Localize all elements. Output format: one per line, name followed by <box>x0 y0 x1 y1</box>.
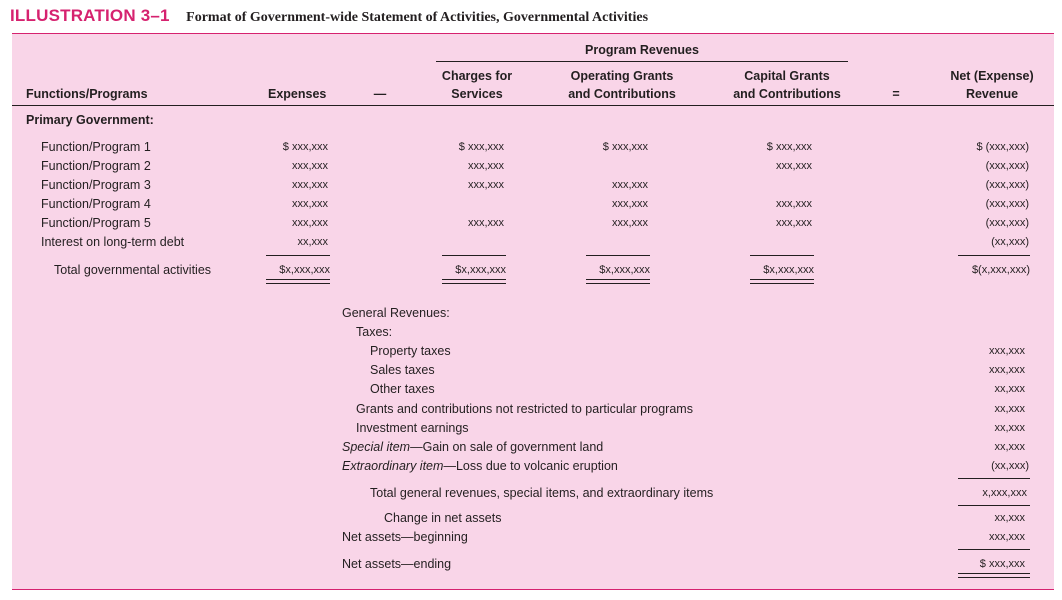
operating-cell: xxx,xxx <box>611 217 648 229</box>
net-assets-beginning-value: xxx,xxx <box>988 531 1025 543</box>
extraordinary-item-description: —Loss due to volcanic eruption <box>443 459 618 473</box>
taxes-heading: Taxes: <box>356 325 393 339</box>
expenses-total-double-rule <box>266 279 330 284</box>
grants-value: xx,xxx <box>994 403 1025 415</box>
operating-heading-line2: and Contributions <box>568 87 676 101</box>
total-expenses: $x,xxx,xxx <box>279 264 330 276</box>
capital-heading-line2: and Contributions <box>733 87 841 101</box>
change-in-net-assets-value: xx,xxx <box>994 512 1025 524</box>
grants-label: Grants and contributions not restricted … <box>356 402 693 416</box>
program-revenues-heading: Program Revenues <box>585 43 699 57</box>
extraordinary-item-term: Extraordinary item <box>342 459 444 473</box>
charges-heading-line2: Services <box>451 87 503 101</box>
illustration-number: ILLUSTRATION 3–1 <box>10 6 170 25</box>
charges-cell: $ xxx,xxx <box>458 141 504 153</box>
illustration-title: Format of Government-wide Statement of A… <box>186 10 649 25</box>
special-item-term: Special item <box>342 440 411 454</box>
row-label: Function/Program 3 <box>41 178 151 192</box>
property-taxes-label: Property taxes <box>370 344 451 358</box>
total-label: Total governmental activities <box>54 263 212 277</box>
expenses-subtotal-rule <box>266 255 330 256</box>
net-heading-line2: Revenue <box>965 87 1019 101</box>
ending-double-rule <box>958 573 1030 578</box>
statement-table: Program Revenues Functions/Programs Expe… <box>12 33 1054 590</box>
net-cell: (xx,xxx) <box>991 236 1029 248</box>
expenses-cell: xxx,xxx <box>291 160 328 172</box>
expenses-cell: $ xxx,xxx <box>282 141 328 153</box>
special-item-value: xx,xxx <box>994 441 1025 453</box>
special-item-description: —Gain on sale of government land <box>410 440 604 454</box>
operating-cell: xxx,xxx <box>611 198 648 210</box>
total-general-revenues-value: x,xxx,xxx <box>982 487 1027 499</box>
general-subtotal-rule <box>958 478 1030 479</box>
expenses-cell: xxx,xxx <box>291 179 328 191</box>
capital-cell: $ xxx,xxx <box>766 141 812 153</box>
total-general-revenues-label: Total general revenues, special items, a… <box>370 486 714 500</box>
total-operating: $x,xxx,xxx <box>599 264 650 276</box>
net-cell: (xxx,xxx) <box>985 160 1029 172</box>
net-subtotal-rule <box>958 255 1030 256</box>
special-item-label: Special item—Gain on sale of government … <box>342 439 603 455</box>
row-label: Function/Program 1 <box>41 140 151 154</box>
other-taxes-label: Other taxes <box>370 382 435 396</box>
equals-sign: = <box>892 87 900 101</box>
change-in-net-assets-label: Change in net assets <box>384 511 502 525</box>
minus-sign: — <box>373 87 387 101</box>
expenses-cell: xxx,xxx <box>291 217 328 229</box>
net-cell: (xxx,xxx) <box>985 179 1029 191</box>
net-cell: (xxx,xxx) <box>985 217 1029 229</box>
net-heading-line1: Net (Expense) <box>950 69 1034 83</box>
row-label: Interest on long-term debt <box>41 235 185 249</box>
charges-cell: xxx,xxx <box>467 217 504 229</box>
capital-cell: xxx,xxx <box>775 160 812 172</box>
change-rule <box>958 505 1030 506</box>
investment-earnings-value: xx,xxx <box>994 422 1025 434</box>
operating-subtotal-rule <box>586 255 650 256</box>
other-taxes-value: xx,xxx <box>994 383 1025 395</box>
expenses-cell: xxx,xxx <box>291 198 328 210</box>
extraordinary-item-label: Extraordinary item—Loss due to volcanic … <box>342 458 618 474</box>
net-cell: (xxx,xxx) <box>985 198 1029 210</box>
extraordinary-item-value: (xx,xxx) <box>991 460 1029 472</box>
charges-heading-line1: Charges for <box>441 69 513 83</box>
operating-total-double-rule <box>586 279 650 284</box>
sales-taxes-label: Sales taxes <box>370 363 435 377</box>
capital-cell: xxx,xxx <box>775 198 812 210</box>
row-label: Function/Program 2 <box>41 159 151 173</box>
capital-heading-line1: Capital Grants <box>744 69 830 83</box>
total-capital: $x,xxx,xxx <box>763 264 814 276</box>
sales-taxes-value: xxx,xxx <box>988 364 1025 376</box>
row-label: Function/Program 4 <box>41 197 151 211</box>
charges-cell: xxx,xxx <box>467 179 504 191</box>
net-assets-ending-value: $ xxx,xxx <box>979 558 1025 570</box>
program-revenues-rule <box>436 61 848 62</box>
operating-heading-line1: Operating Grants <box>570 69 674 83</box>
row-label: Function/Program 5 <box>41 216 151 230</box>
expenses-heading: Expenses <box>268 87 327 101</box>
charges-total-double-rule <box>442 279 506 284</box>
primary-government-heading: Primary Government: <box>26 113 154 127</box>
operating-cell: $ xxx,xxx <box>602 141 648 153</box>
property-taxes-value: xxx,xxx <box>988 345 1025 357</box>
net-assets-ending-label: Net assets—ending <box>342 557 452 571</box>
charges-cell: xxx,xxx <box>467 160 504 172</box>
header-rule <box>12 105 1054 106</box>
expenses-cell: xx,xxx <box>297 236 328 248</box>
capital-total-double-rule <box>750 279 814 284</box>
charges-subtotal-rule <box>442 255 506 256</box>
ending-rule <box>958 549 1030 550</box>
total-charges: $x,xxx,xxx <box>455 264 506 276</box>
net-assets-beginning-label: Net assets—beginning <box>342 530 468 544</box>
capital-subtotal-rule <box>750 255 814 256</box>
total-net: $(x,xxx,xxx) <box>971 264 1030 276</box>
general-revenues-heading: General Revenues: <box>342 306 450 320</box>
operating-cell: xxx,xxx <box>611 179 648 191</box>
investment-earnings-label: Investment earnings <box>356 421 469 435</box>
illustration-header: ILLUSTRATION 3–1 Format of Government-wi… <box>10 6 648 28</box>
net-cell: $ (xxx,xxx) <box>976 141 1029 153</box>
capital-cell: xxx,xxx <box>775 217 812 229</box>
functions-programs-heading: Functions/Programs <box>26 87 148 101</box>
